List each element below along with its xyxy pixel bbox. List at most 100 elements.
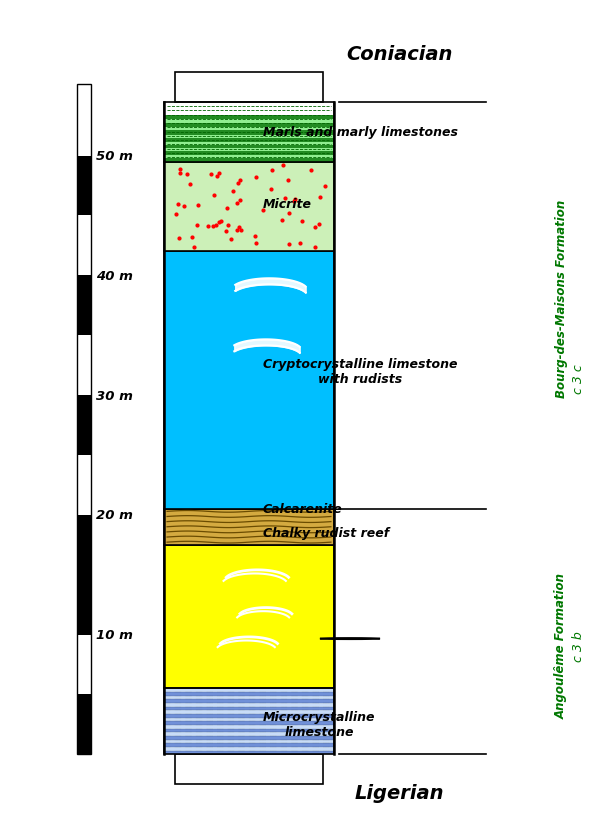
Text: Marls and marly limestones: Marls and marly limestones xyxy=(263,126,458,139)
Bar xyxy=(175,754,323,784)
Bar xyxy=(164,721,334,725)
Point xyxy=(320,180,329,194)
Bar xyxy=(164,142,334,146)
Text: Bourg-des-Maisons Formation: Bourg-des-Maisons Formation xyxy=(554,200,568,398)
Bar xyxy=(164,155,334,159)
Bar xyxy=(164,692,334,696)
Text: 10 m: 10 m xyxy=(96,629,133,641)
Point xyxy=(208,221,218,234)
Point xyxy=(310,241,320,254)
Bar xyxy=(164,715,334,718)
Point xyxy=(236,194,245,208)
Point xyxy=(214,167,224,180)
Text: 40 m: 40 m xyxy=(96,270,133,283)
Text: 20 m: 20 m xyxy=(96,509,133,522)
Text: Coniacian: Coniacian xyxy=(346,45,452,65)
Bar xyxy=(164,545,334,689)
Point xyxy=(189,241,199,254)
Point xyxy=(193,199,202,213)
Bar xyxy=(164,159,334,162)
Point xyxy=(289,195,299,208)
Bar xyxy=(164,252,334,509)
Bar xyxy=(164,729,334,733)
Point xyxy=(174,232,184,246)
Bar xyxy=(164,152,334,155)
Bar xyxy=(164,120,334,123)
Point xyxy=(214,216,224,229)
Point xyxy=(192,218,202,232)
Bar xyxy=(164,689,334,754)
Point xyxy=(258,204,268,218)
Point xyxy=(284,237,294,251)
Bar xyxy=(77,276,91,336)
Bar xyxy=(164,131,334,136)
Point xyxy=(298,216,307,229)
Bar xyxy=(164,718,334,721)
Bar xyxy=(164,747,334,751)
Bar xyxy=(164,700,334,703)
Bar xyxy=(164,138,334,142)
Point xyxy=(234,222,244,235)
Point xyxy=(206,169,216,182)
Point xyxy=(266,184,276,197)
Point xyxy=(173,198,182,212)
Point xyxy=(314,218,323,232)
Point xyxy=(223,219,233,232)
Point xyxy=(171,208,181,222)
Point xyxy=(229,185,238,198)
Point xyxy=(295,237,305,251)
Point xyxy=(221,225,230,238)
Point xyxy=(185,178,195,191)
Point xyxy=(236,223,246,237)
Point xyxy=(315,192,325,205)
Text: c 3 c: c 3 c xyxy=(572,364,586,394)
Point xyxy=(251,230,260,243)
Text: Chalky rudist reef: Chalky rudist reef xyxy=(263,527,389,539)
Point xyxy=(311,221,320,234)
Bar xyxy=(164,703,334,707)
Point xyxy=(280,192,290,205)
Point xyxy=(223,202,232,215)
Point xyxy=(290,194,299,207)
Point xyxy=(211,219,221,232)
Point xyxy=(284,207,293,220)
Bar xyxy=(164,162,334,252)
Point xyxy=(203,221,212,234)
Point xyxy=(209,189,219,203)
Point xyxy=(232,224,241,237)
Text: Angoulême Formation: Angoulême Formation xyxy=(554,573,568,719)
Bar xyxy=(164,733,334,736)
Bar xyxy=(164,725,334,729)
Bar xyxy=(164,149,334,152)
Point xyxy=(251,171,261,184)
Point xyxy=(251,237,261,250)
Text: Calcarenite: Calcarenite xyxy=(263,503,343,516)
Text: 50 m: 50 m xyxy=(96,150,133,163)
Point xyxy=(175,164,185,177)
Bar xyxy=(164,707,334,710)
Point xyxy=(267,164,277,177)
Bar xyxy=(77,695,91,754)
Bar xyxy=(77,156,91,216)
Bar xyxy=(164,751,334,754)
Bar xyxy=(164,689,334,692)
Bar xyxy=(164,136,334,138)
Bar xyxy=(164,696,334,700)
Bar xyxy=(164,123,334,127)
Text: Ligerian: Ligerian xyxy=(355,783,444,802)
Bar xyxy=(164,736,334,739)
Point xyxy=(233,177,243,190)
Bar xyxy=(175,73,323,103)
Point xyxy=(226,233,236,246)
Bar xyxy=(164,146,334,149)
Point xyxy=(277,214,286,227)
Bar xyxy=(164,743,334,747)
Bar xyxy=(164,127,334,131)
Point xyxy=(283,174,293,188)
Point xyxy=(235,174,245,187)
Point xyxy=(212,170,221,184)
Point xyxy=(176,167,185,180)
Bar xyxy=(164,103,334,162)
Text: Microcrystalline
limestone: Microcrystalline limestone xyxy=(263,710,375,739)
Point xyxy=(232,197,242,210)
